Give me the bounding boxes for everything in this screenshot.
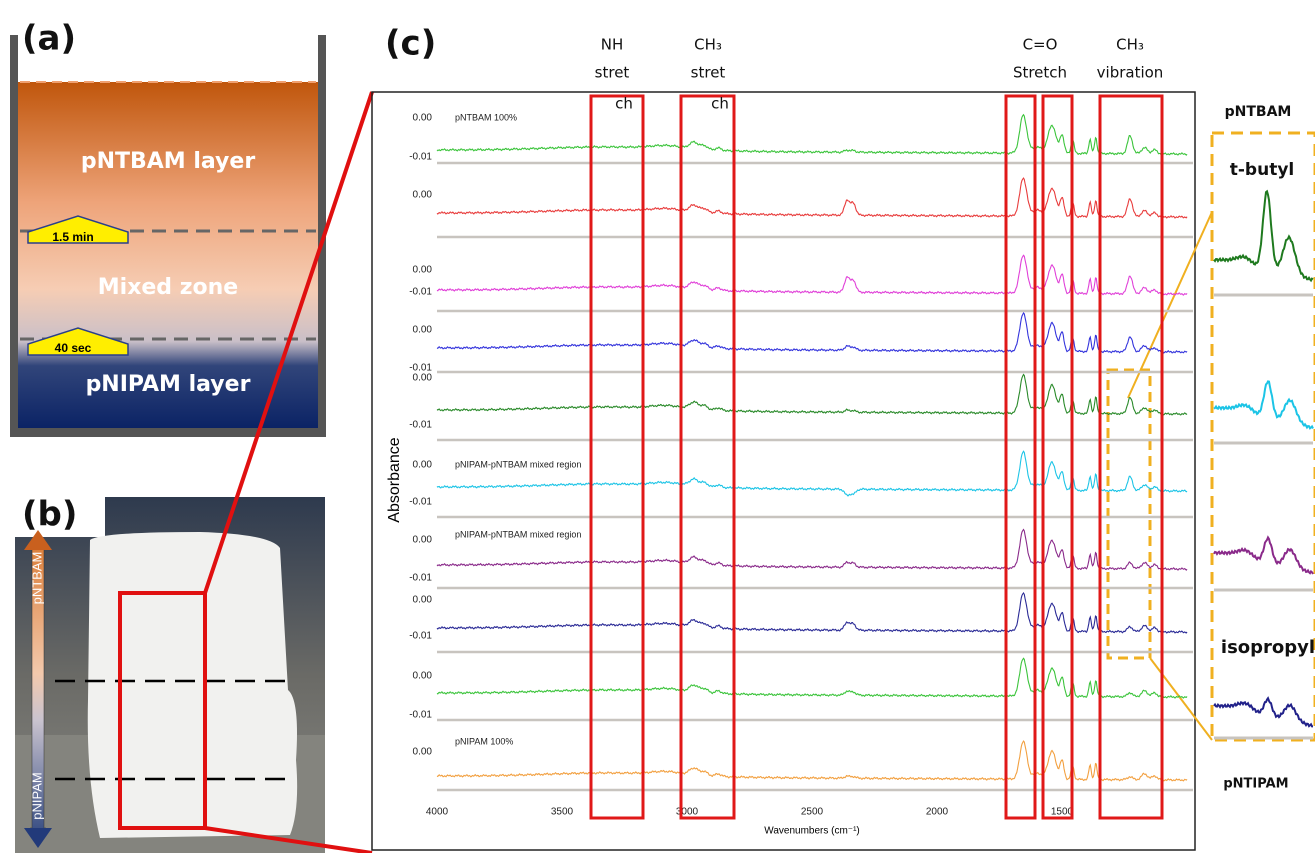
y-tick-label: 0.00 bbox=[413, 265, 433, 276]
zoom-line bbox=[1149, 657, 1213, 741]
spectrum bbox=[436, 450, 1188, 497]
spectrum-label: pNIPAM 100% bbox=[455, 736, 513, 746]
zoom-line bbox=[203, 91, 374, 594]
y-tick-label: -0.01 bbox=[409, 573, 432, 584]
panel-label: (b) bbox=[22, 495, 77, 535]
inset-spectrum bbox=[1213, 696, 1313, 728]
y-tick-label: 0.00 bbox=[413, 373, 433, 384]
panel-c: (c) Absorbance Wavenumbers (cm⁻¹) pNTBAM… bbox=[371, 24, 1315, 851]
photo-mask bbox=[15, 497, 105, 537]
region-header: ch bbox=[711, 95, 729, 113]
spectrum bbox=[436, 254, 1188, 296]
region-header: Stretch bbox=[1013, 64, 1067, 82]
y-tick-label: 0.00 bbox=[413, 671, 433, 682]
layer-label: pNTBAM layer bbox=[81, 149, 255, 174]
y-tick-label: 0.00 bbox=[413, 460, 433, 471]
inset-label: t-butyl bbox=[1230, 160, 1295, 180]
inset-spectrum bbox=[1213, 535, 1314, 575]
time-marker bbox=[27, 215, 129, 244]
spectrum bbox=[436, 740, 1188, 782]
spectrum-label: pNTBAM 100% bbox=[455, 112, 517, 122]
x-tick-label: 4000 bbox=[426, 807, 449, 818]
arrow-head bbox=[24, 530, 52, 550]
arrow-label: pNTBAM bbox=[29, 552, 44, 605]
y-tick-label: -0.01 bbox=[409, 710, 432, 721]
gel-cylinder bbox=[87, 532, 298, 838]
selection-box bbox=[118, 591, 207, 830]
x-axis-label: Wavenumbers (cm⁻¹) bbox=[764, 826, 859, 837]
inset-frame bbox=[1210, 131, 1315, 742]
layer-label: Mixed zone bbox=[98, 275, 238, 300]
y-tick-label: -0.01 bbox=[409, 631, 432, 642]
zoom-line bbox=[204, 826, 373, 853]
panel-label: (c) bbox=[385, 24, 436, 64]
y-tick-label: 0.00 bbox=[413, 535, 433, 546]
x-tick-label: 2500 bbox=[801, 807, 824, 818]
wall bbox=[10, 428, 326, 437]
region-box bbox=[1004, 94, 1037, 820]
y-tick-label: 0.00 bbox=[413, 595, 433, 606]
panel-label: (a) bbox=[22, 19, 76, 59]
y-tick-label: -0.01 bbox=[409, 363, 432, 374]
spectrum bbox=[436, 657, 1188, 699]
region-header: stret bbox=[595, 64, 630, 82]
x-tick-label: 3000 bbox=[676, 807, 699, 818]
region-header: NH bbox=[601, 36, 624, 54]
spectrum bbox=[436, 312, 1188, 354]
spectrum bbox=[436, 528, 1188, 571]
panel-a: (a) pNTBAM layer Mixed zone pNIPAM layer… bbox=[10, 19, 326, 437]
y-axis-label: Absorbance bbox=[386, 437, 403, 522]
region-header: C=O bbox=[1023, 36, 1058, 54]
layer-gradient bbox=[18, 82, 318, 428]
inset-label: pNTBAM bbox=[1225, 104, 1292, 120]
y-tick-label: 0.00 bbox=[413, 190, 433, 201]
time-label: 1.5 min bbox=[52, 230, 93, 244]
y-tick-label: -0.01 bbox=[409, 287, 432, 298]
region-box bbox=[1041, 94, 1074, 820]
y-tick-label: -0.01 bbox=[409, 420, 432, 431]
y-tick-label: -0.01 bbox=[409, 152, 432, 163]
spectrum bbox=[436, 113, 1188, 156]
inset-spectrum bbox=[1213, 380, 1314, 430]
spectrum-label: pNIPAM-pNTBAM mixed region bbox=[455, 529, 581, 539]
region-box bbox=[679, 94, 736, 820]
x-tick-label: 3500 bbox=[551, 807, 574, 818]
region-box bbox=[1098, 94, 1164, 820]
region-box bbox=[589, 94, 645, 820]
inset-spectrum bbox=[1213, 189, 1314, 283]
x-tick-label: 1500 bbox=[1051, 807, 1074, 818]
wall bbox=[10, 35, 18, 437]
region-header: CH₃ bbox=[1116, 36, 1144, 54]
spectrum bbox=[436, 373, 1188, 416]
plot-frame bbox=[371, 91, 1196, 851]
panel-b: pNTBAM pNIPAM (b) bbox=[15, 495, 325, 853]
region-header: vibration bbox=[1097, 64, 1164, 82]
region-header: CH₃ bbox=[694, 36, 722, 54]
region-header: stret bbox=[691, 64, 726, 82]
arrow-label: pNIPAM bbox=[29, 772, 44, 819]
inset-label: isopropyl bbox=[1221, 637, 1315, 658]
spectrum-label: pNIPAM-pNTBAM mixed region bbox=[455, 459, 581, 469]
y-tick-label: 0.00 bbox=[413, 113, 433, 124]
layer-label: pNIPAM layer bbox=[86, 372, 251, 397]
zoom-line bbox=[1127, 211, 1213, 399]
spectrum bbox=[436, 177, 1188, 219]
zoom-box bbox=[1106, 368, 1152, 660]
arrow-head bbox=[24, 828, 52, 848]
inset-label: pNTIPAM bbox=[1223, 777, 1288, 792]
spectrum bbox=[436, 592, 1188, 634]
x-tick-label: 2000 bbox=[926, 807, 949, 818]
y-tick-label: -0.01 bbox=[409, 497, 432, 508]
y-tick-label: 0.00 bbox=[413, 325, 433, 336]
region-header: ch bbox=[615, 95, 633, 113]
time-label: 40 sec bbox=[55, 341, 92, 355]
time-marker bbox=[27, 327, 129, 356]
y-tick-label: 0.00 bbox=[413, 747, 433, 758]
